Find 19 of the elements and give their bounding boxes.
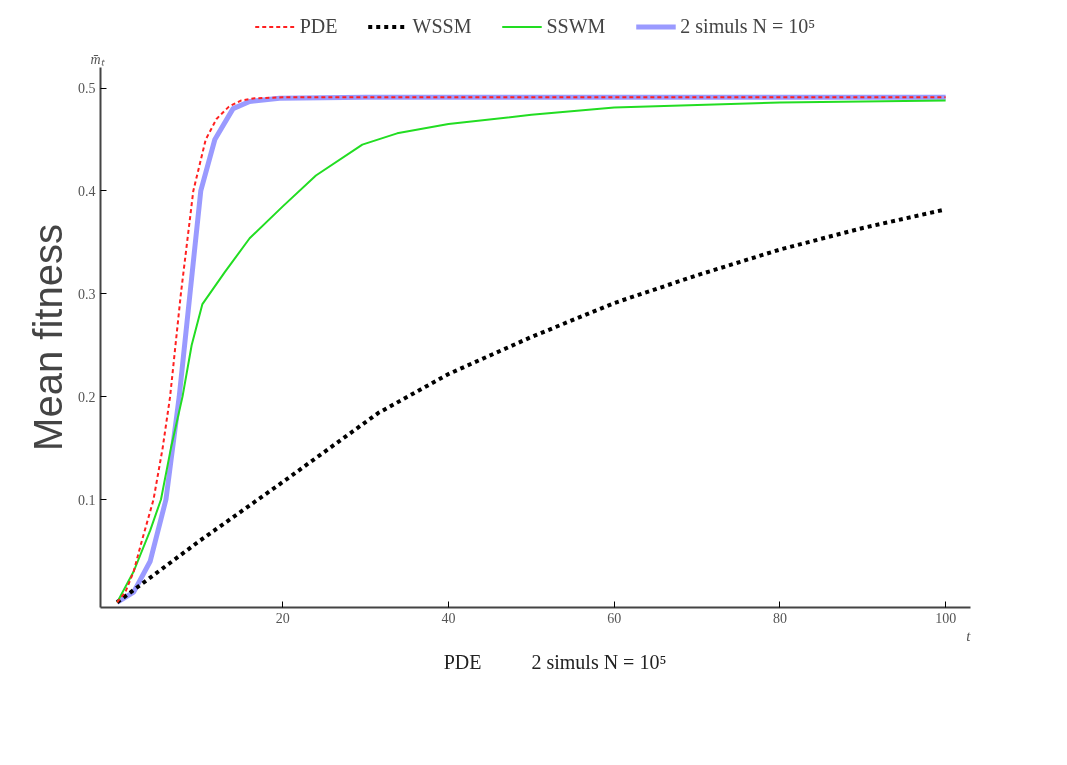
x-tick-label: 20: [275, 610, 290, 626]
text: 2 simuls N = 10⁵: [531, 651, 667, 673]
y-tick-label: 0.4: [78, 183, 96, 199]
x-axis-title: t: [966, 627, 972, 644]
legend-label: WSSM: [412, 14, 472, 38]
text: PDE: [443, 651, 482, 673]
y-tick-label: 0.1: [78, 492, 96, 508]
y-axis-title: Mean fitness: [26, 224, 70, 451]
legend-label: 2 simuls N = 10⁵: [680, 14, 816, 38]
x-tick-label: 100: [935, 610, 957, 626]
x-tick-label: 80: [772, 610, 787, 626]
y-tick-label: 0.2: [78, 389, 96, 405]
text: m̄ₜ: [90, 51, 105, 67]
x-tick-label: 60: [607, 610, 622, 626]
x-tick-label: 40: [441, 610, 456, 626]
legend-label: PDE: [299, 14, 338, 38]
y-tick-label: 0.3: [78, 286, 96, 302]
legend-label: SSWM: [546, 14, 606, 38]
y-tick-label: 0.5: [78, 81, 96, 97]
